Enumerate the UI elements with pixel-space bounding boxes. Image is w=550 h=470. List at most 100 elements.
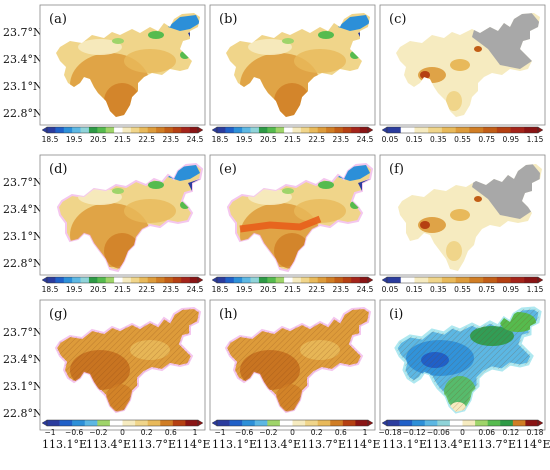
colorbar-segment bbox=[267, 420, 281, 426]
colorbar-tick-label: 0.55 bbox=[454, 135, 471, 144]
lat-label-row3-1: 23.4°N bbox=[3, 353, 43, 366]
colorbar-segment bbox=[267, 127, 277, 133]
lat-label-row1-0: 23.7°N bbox=[3, 26, 43, 39]
colorbar-segment bbox=[496, 277, 511, 283]
colorbar-segment bbox=[97, 420, 111, 426]
colorbar-tick-label: 21.5 bbox=[284, 135, 301, 144]
colorbar-tick-label: −0.2 bbox=[259, 428, 277, 437]
lat-label-row2-0: 23.7°N bbox=[3, 176, 43, 189]
colorbar-segment bbox=[449, 420, 463, 426]
colorbar-segment bbox=[267, 277, 277, 283]
colorbar-segment bbox=[63, 277, 73, 283]
colorbar-segment bbox=[475, 420, 488, 426]
colorbar-e: 18.5 19.5 20.5 21.5 22.5 23.5 24.5 bbox=[211, 276, 374, 294]
colorbar-segment bbox=[400, 127, 415, 133]
colorbar-tick-label: 0.12 bbox=[502, 428, 519, 437]
colorbar-segment bbox=[462, 420, 476, 426]
colorbar-segment bbox=[72, 277, 81, 283]
colorbar-segment bbox=[181, 277, 190, 283]
colorbar-tick-label: 0.05 bbox=[382, 285, 399, 294]
lat-label-row2-3: 22.8°N bbox=[3, 257, 43, 270]
colorbar-tick-label: 0.6 bbox=[165, 428, 177, 437]
colorbar-segment bbox=[258, 277, 268, 283]
panel-label: (i) bbox=[389, 307, 403, 322]
colorbar-segment bbox=[387, 127, 402, 133]
lon-label-c2-3: 114°E bbox=[346, 438, 381, 451]
colorbar-segment bbox=[355, 420, 369, 426]
panel-label: (d) bbox=[49, 162, 67, 177]
colorbar-segment bbox=[524, 277, 539, 283]
panel-label: (h) bbox=[219, 307, 238, 322]
colorbar-segment bbox=[88, 277, 98, 283]
colorbar-segment bbox=[359, 277, 369, 283]
colorbar-segment bbox=[164, 127, 174, 133]
colorbar-segment bbox=[242, 277, 251, 283]
colorbar-tick-label: 21.5 bbox=[284, 285, 301, 294]
lat-label-row1-1: 23.4°N bbox=[3, 53, 43, 66]
colorbar-h: −1 −0.6 −0.2 0 0.2 0.6 1 bbox=[211, 419, 374, 437]
colorbar-tick-label: 0 bbox=[290, 428, 295, 437]
colorbar-segment bbox=[105, 127, 115, 133]
colorbar-segment bbox=[97, 277, 107, 283]
colorbar-segment bbox=[359, 127, 369, 133]
colorbar-tick-label: −0.6 bbox=[235, 428, 253, 437]
colorbar-segment bbox=[275, 277, 285, 283]
colorbar-segment bbox=[317, 277, 327, 283]
colorbar-segment bbox=[414, 127, 429, 133]
colorbar-segment bbox=[233, 277, 243, 283]
panel-i: (i) bbox=[379, 299, 546, 431]
colorbar-tick-label: 0.15 bbox=[406, 285, 423, 294]
colorbar-segment bbox=[164, 277, 174, 283]
lat-label-row3-3: 22.8°N bbox=[3, 407, 43, 420]
colorbar-segment bbox=[510, 277, 525, 283]
panel-label: (a) bbox=[49, 12, 67, 27]
colorbar-segment bbox=[233, 127, 243, 133]
colorbar-segment bbox=[412, 420, 426, 426]
colorbar-tick-label: −1 bbox=[214, 428, 225, 437]
colorbar-tick-label: 0 bbox=[120, 428, 125, 437]
colorbar-segment bbox=[217, 277, 226, 283]
colorbar-segment bbox=[156, 127, 165, 133]
colorbar-b: 18.5 19.5 20.5 21.5 22.5 23.5 24.5 bbox=[211, 126, 374, 144]
colorbar-tick-label: 20.5 bbox=[260, 285, 277, 294]
panel-g: (g) bbox=[39, 299, 206, 431]
colorbar-segment bbox=[47, 420, 60, 426]
colorbar-segment bbox=[242, 127, 251, 133]
colorbar-tick-label: 22.5 bbox=[138, 285, 155, 294]
colorbar-segment bbox=[80, 277, 90, 283]
lon-label-c2-0: 113.1°E bbox=[212, 438, 258, 451]
colorbar-segment bbox=[414, 277, 429, 283]
colorbar-tick-label: 20.5 bbox=[90, 285, 107, 294]
lon-label-c2-1: 113.4°E bbox=[256, 438, 302, 451]
colorbar-segment bbox=[309, 127, 318, 133]
colorbar-segment bbox=[326, 127, 335, 133]
colorbar-segment bbox=[97, 127, 107, 133]
colorbar-tick-label: 0.6 bbox=[335, 428, 347, 437]
lon-label-c3-0: 113.1°E bbox=[382, 438, 428, 451]
colorbar-segment bbox=[428, 277, 443, 283]
colorbar-segment bbox=[189, 127, 199, 133]
panel-b: (b) bbox=[209, 4, 376, 126]
colorbar-tick-label: −0.06 bbox=[427, 428, 450, 437]
lon-label-c3-2: 113.7°E bbox=[471, 438, 517, 451]
colorbar-a: 18.5 19.5 20.5 21.5 22.5 23.5 24.5 bbox=[41, 126, 204, 144]
colorbar-segment bbox=[172, 277, 182, 283]
colorbar-tick-label: 23.5 bbox=[332, 285, 349, 294]
colorbar-segment bbox=[441, 127, 456, 133]
colorbar-segment bbox=[399, 420, 413, 426]
lon-label-c1-2: 113.7°E bbox=[131, 438, 177, 451]
colorbar-segment bbox=[400, 277, 415, 283]
colorbar-segment bbox=[135, 420, 148, 426]
colorbar-segment bbox=[114, 127, 123, 133]
colorbar-segment bbox=[351, 127, 360, 133]
colorbar-segment bbox=[424, 420, 438, 426]
colorbar-segment bbox=[147, 127, 157, 133]
colorbar-segment bbox=[250, 127, 260, 133]
colorbar-segment bbox=[139, 127, 148, 133]
panel-c: (c) bbox=[379, 4, 546, 126]
colorbar-segment bbox=[500, 420, 514, 426]
colorbar-tick-label: 22.5 bbox=[308, 135, 325, 144]
colorbar-tick-label: 20.5 bbox=[90, 135, 107, 144]
colorbar-tick-label: −0.2 bbox=[89, 428, 107, 437]
